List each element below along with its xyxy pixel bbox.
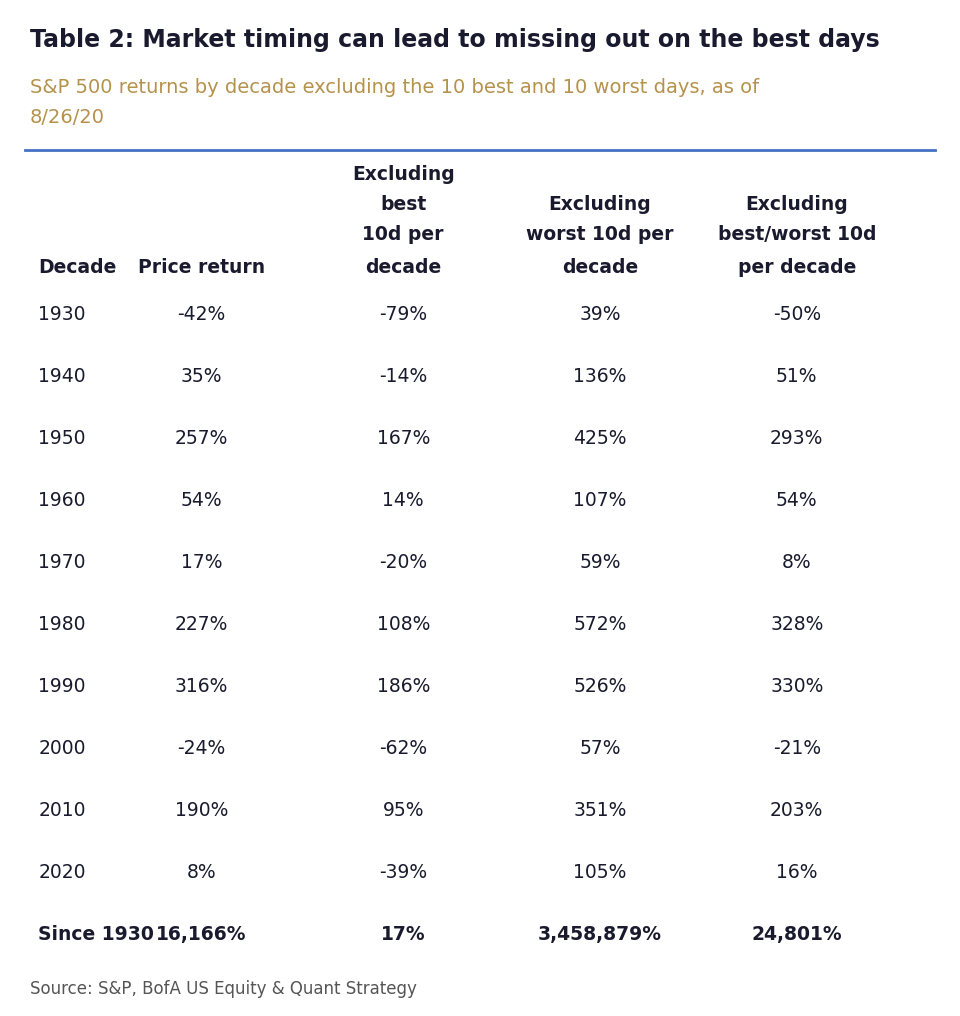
Text: -21%: -21% — [773, 739, 821, 758]
Text: 2010: 2010 — [38, 801, 85, 820]
Text: 1970: 1970 — [38, 553, 85, 572]
Text: Excluding: Excluding — [745, 195, 849, 214]
Text: 203%: 203% — [770, 801, 824, 820]
Text: 10d per: 10d per — [363, 225, 444, 244]
Text: 190%: 190% — [175, 801, 228, 820]
Text: 3,458,879%: 3,458,879% — [538, 925, 662, 944]
Text: worst 10d per: worst 10d per — [526, 225, 674, 244]
Text: Source: S&P, BofA US Equity & Quant Strategy: Source: S&P, BofA US Equity & Quant Stra… — [30, 980, 417, 998]
Text: 16,166%: 16,166% — [156, 925, 247, 944]
Text: 316%: 316% — [175, 677, 228, 696]
Text: 54%: 54% — [776, 491, 818, 510]
Text: 108%: 108% — [376, 615, 430, 634]
Text: -39%: -39% — [379, 863, 427, 882]
Text: 57%: 57% — [579, 739, 621, 758]
Text: 1950: 1950 — [38, 429, 85, 448]
Text: 526%: 526% — [573, 677, 627, 696]
Text: -42%: -42% — [178, 305, 226, 324]
Text: 186%: 186% — [376, 677, 430, 696]
Text: 330%: 330% — [770, 677, 824, 696]
Text: 351%: 351% — [573, 801, 627, 820]
Text: 35%: 35% — [180, 367, 223, 386]
Text: 17%: 17% — [381, 925, 425, 944]
Text: -50%: -50% — [773, 305, 821, 324]
Text: 257%: 257% — [175, 429, 228, 448]
Text: 227%: 227% — [175, 615, 228, 634]
Text: 167%: 167% — [376, 429, 430, 448]
Text: per decade: per decade — [737, 258, 856, 277]
Text: -20%: -20% — [379, 553, 427, 572]
Text: 293%: 293% — [770, 429, 824, 448]
Text: 1940: 1940 — [38, 367, 86, 386]
Text: 54%: 54% — [180, 491, 223, 510]
Text: -79%: -79% — [379, 305, 427, 324]
Text: 1990: 1990 — [38, 677, 85, 696]
Text: 14%: 14% — [382, 491, 424, 510]
Text: Price return: Price return — [138, 258, 265, 277]
Text: best: best — [380, 195, 426, 214]
Text: best/worst 10d: best/worst 10d — [717, 225, 876, 244]
Text: 8%: 8% — [782, 553, 811, 572]
Text: 17%: 17% — [180, 553, 223, 572]
Text: decade: decade — [365, 258, 442, 277]
Text: 425%: 425% — [573, 429, 627, 448]
Text: 8/26/20: 8/26/20 — [30, 108, 105, 127]
Text: 2020: 2020 — [38, 863, 85, 882]
Text: 24,801%: 24,801% — [752, 925, 842, 944]
Text: 105%: 105% — [573, 863, 627, 882]
Text: 95%: 95% — [382, 801, 424, 820]
Text: Decade: Decade — [38, 258, 117, 277]
Text: 1930: 1930 — [38, 305, 85, 324]
Text: -24%: -24% — [178, 739, 226, 758]
Text: -62%: -62% — [379, 739, 427, 758]
Text: 136%: 136% — [573, 367, 627, 386]
Text: decade: decade — [562, 258, 638, 277]
Text: Table 2: Market timing can lead to missing out on the best days: Table 2: Market timing can lead to missi… — [30, 28, 879, 52]
Text: 59%: 59% — [579, 553, 621, 572]
Text: -14%: -14% — [379, 367, 427, 386]
Text: 328%: 328% — [770, 615, 824, 634]
Text: 107%: 107% — [573, 491, 627, 510]
Text: 39%: 39% — [579, 305, 621, 324]
Text: 1980: 1980 — [38, 615, 85, 634]
Text: Excluding: Excluding — [351, 165, 455, 184]
Text: 16%: 16% — [776, 863, 818, 882]
Text: Since 1930: Since 1930 — [38, 925, 155, 944]
Text: 572%: 572% — [573, 615, 627, 634]
Text: Excluding: Excluding — [548, 195, 652, 214]
Text: S&P 500 returns by decade excluding the 10 best and 10 worst days, as of: S&P 500 returns by decade excluding the … — [30, 78, 759, 97]
Text: 2000: 2000 — [38, 739, 85, 758]
Text: 1960: 1960 — [38, 491, 85, 510]
Text: 51%: 51% — [776, 367, 818, 386]
Text: 8%: 8% — [187, 863, 216, 882]
